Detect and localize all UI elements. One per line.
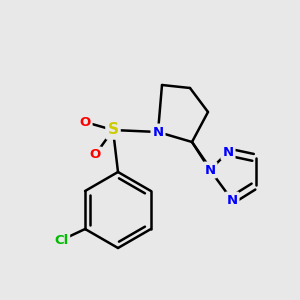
Text: N: N — [222, 146, 234, 158]
Text: N: N — [152, 125, 164, 139]
Text: N: N — [226, 194, 238, 206]
Text: N: N — [204, 164, 216, 176]
Text: O: O — [80, 116, 91, 128]
Text: O: O — [89, 148, 100, 161]
Text: Cl: Cl — [54, 235, 68, 248]
Text: S: S — [107, 122, 118, 137]
